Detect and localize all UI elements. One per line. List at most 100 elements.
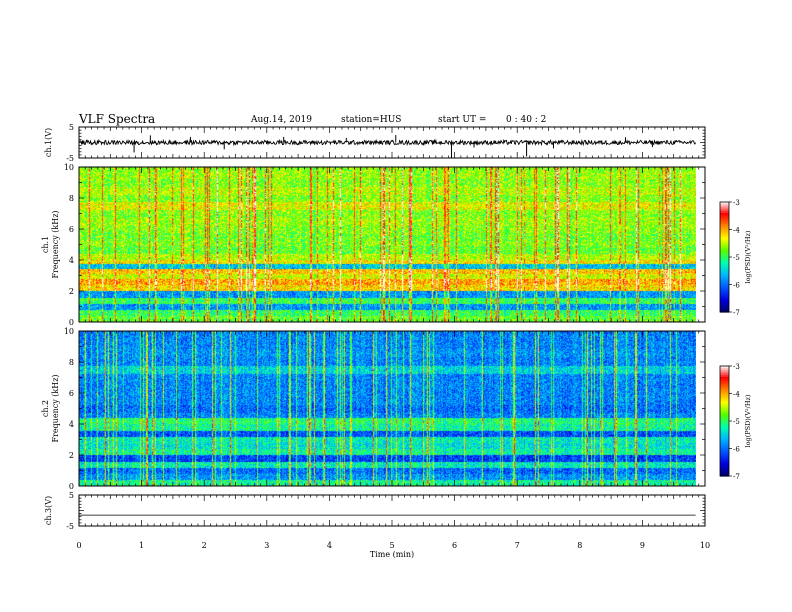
- colorbar-2-cell: [720, 466, 729, 470]
- colorbar-2-cell: [720, 373, 729, 376]
- station-label: station=HUS: [341, 115, 402, 125]
- colorbar-2-cell: [720, 419, 729, 422]
- colorbar-2-cell: [720, 470, 729, 473]
- colorbar-2-cell: [720, 421, 729, 424]
- colorbar-1-cell: [720, 224, 729, 227]
- panel-3-ytick-label: 6: [69, 389, 74, 398]
- colorbar-2-cell: [720, 428, 729, 431]
- colorbar-1-cell: [720, 262, 729, 265]
- x-axis-title: Time (min): [370, 550, 414, 559]
- colorbar-1-cell: [720, 236, 729, 240]
- colorbar-2-label: log(PSD)(V²/Hz): [744, 394, 752, 447]
- colorbar-1-cell: [720, 240, 729, 243]
- colorbar-1-cell: [720, 260, 729, 264]
- colorbar-1-cell: [720, 271, 729, 275]
- colorbar-1-cell: [720, 304, 729, 308]
- colorbar-1-cell: [720, 227, 729, 231]
- x-tick-label: 0: [76, 541, 81, 550]
- panel-2-ytick-label: 6: [69, 225, 74, 234]
- colorbar-2-cell: [720, 446, 729, 450]
- colorbar-1-cell: [720, 249, 729, 253]
- colorbar-2-cell: [720, 465, 729, 468]
- colorbar-1-cell: [720, 220, 729, 223]
- spectrogram-2-image: [79, 331, 696, 486]
- colorbar-1-cell: [720, 207, 729, 210]
- colorbar-1-cell: [720, 308, 729, 311]
- spectrogram-layer: [79, 167, 696, 486]
- panel-3-ytick-label: 4: [69, 420, 74, 429]
- colorbar-2-cell: [720, 422, 729, 426]
- colorbar-2-cell: [720, 432, 729, 435]
- colorbar-2-cell: [720, 472, 729, 475]
- colorbar-1-cell: [720, 273, 729, 276]
- colorbar-1-cell: [720, 257, 729, 260]
- colorbar-2-cell: [720, 468, 729, 472]
- colorbar-1-cell: [720, 264, 729, 267]
- x-tick-label: 6: [452, 541, 457, 550]
- ch1-waveform-line: [79, 138, 697, 147]
- colorbar-2-cell: [720, 369, 729, 373]
- colorbar-1-cell: [720, 280, 729, 284]
- colorbar-2-cell: [720, 380, 729, 384]
- colorbar-1-cell: [720, 211, 729, 214]
- colorbar-2-cell: [720, 391, 729, 395]
- ch1-waveform-group: [79, 135, 697, 158]
- colorbar-2-cell: [720, 411, 729, 415]
- colorbar-1-cell: [720, 310, 729, 313]
- colorbar-2-tick-label: -6: [733, 446, 740, 454]
- colorbar-2-cell: [720, 450, 729, 453]
- colorbar-2-cell: [720, 366, 729, 369]
- colorbar-1-cell: [720, 269, 729, 273]
- colorbar-2-cell: [720, 459, 729, 462]
- panel-2-ytick-label: 4: [69, 256, 74, 265]
- colorbar-1-cell: [720, 284, 729, 287]
- colorbar-2-cell: [720, 457, 729, 461]
- panel-3-ytick-label: 8: [69, 358, 74, 367]
- colorbar-2-cell: [720, 367, 729, 371]
- ch2-frequency-ylabel: Frequency (kHz): [51, 374, 60, 442]
- x-tick-label: 7: [515, 541, 520, 550]
- colorbar-1-cell: [720, 216, 729, 220]
- colorbar-2-cell: [720, 441, 729, 444]
- colorbar-2-cell: [720, 410, 729, 413]
- colorbar-2-cell: [720, 408, 729, 411]
- colorbar-1-cell: [720, 213, 729, 216]
- colorbar-2-cell: [720, 444, 729, 448]
- colorbar-2-cell: [720, 474, 729, 477]
- panel-2-ytick-label: 2: [69, 287, 74, 296]
- panel-2-ytick-label: 0: [69, 318, 74, 327]
- colorbar-1-cell: [720, 246, 729, 249]
- colorbar-1-label: log(PSD)(V²/Hz): [744, 230, 752, 283]
- colorbar-1-cell: [720, 301, 729, 304]
- colorbar-1-cell: [720, 238, 729, 242]
- colorbar-1-cell: [720, 279, 729, 282]
- colorbar-2-cell: [720, 424, 729, 428]
- ch1-channel-ylabel: ch.1: [41, 236, 50, 253]
- colorbar-layer: -3 -4 -5 -6 -7 log(PSD)(V²/Hz) -3 -4 -5 -6 -7 log(P…: [719, 199, 752, 481]
- colorbar-1-cell: [720, 247, 729, 251]
- colorbar-2-cell: [720, 443, 729, 446]
- colorbar-1-cell: [720, 202, 729, 205]
- colorbar-2-cell: [720, 400, 729, 404]
- colorbar-2-cell: [720, 417, 729, 420]
- x-tick-label: 3: [264, 541, 269, 550]
- colorbar-1-cell: [720, 242, 729, 245]
- colorbar-2-cell: [720, 413, 729, 417]
- colorbar-2-cell: [720, 395, 729, 398]
- colorbar-1-cell: [720, 290, 729, 293]
- colorbar-2-tick-label: -4: [733, 391, 740, 399]
- colorbar-2-cell: [720, 371, 729, 374]
- panel-2-ytick-label: 8: [69, 194, 74, 203]
- waveform-layer: [79, 135, 697, 516]
- colorbar-1-cell: [720, 222, 729, 225]
- colorbar-2-cell: [720, 386, 729, 389]
- colorbar-1-cell: [720, 203, 729, 207]
- colorbar-2-cell: [720, 397, 729, 400]
- colorbar-1-cell: [720, 293, 729, 297]
- panel-3-ytick-label: 0: [69, 482, 74, 491]
- colorbar-1-cell: [720, 277, 729, 280]
- x-tick-label: 2: [202, 541, 207, 550]
- panel-4-ytick-label: -5: [66, 522, 74, 531]
- ch3-volt-ylabel: ch.3(V): [44, 496, 53, 525]
